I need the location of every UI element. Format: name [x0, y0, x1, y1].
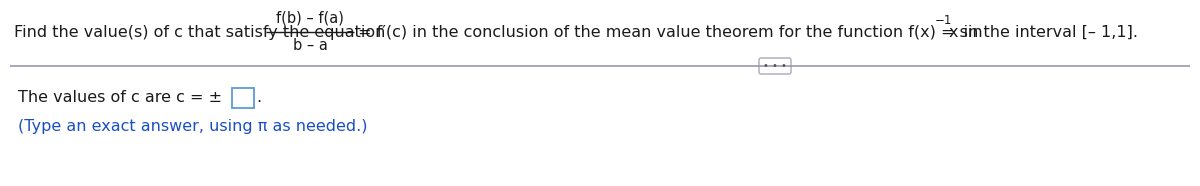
Text: = f′(c) in the conclusion of the mean value theorem for the function f(x) = sin: = f′(c) in the conclusion of the mean va…: [358, 25, 983, 39]
Text: −1: −1: [935, 14, 953, 26]
Text: (Type an exact answer, using π as needed.): (Type an exact answer, using π as needed…: [18, 118, 367, 134]
FancyBboxPatch shape: [232, 88, 254, 108]
Text: x in the interval [– 1,1].: x in the interval [– 1,1].: [949, 25, 1138, 39]
FancyBboxPatch shape: [760, 58, 791, 74]
Text: b – a: b – a: [293, 39, 328, 54]
Text: • • •: • • •: [763, 61, 787, 71]
Text: f(b) – f(a): f(b) – f(a): [276, 10, 344, 25]
Text: Find the value(s) of c that satisfy the equation: Find the value(s) of c that satisfy the …: [14, 25, 385, 39]
Text: The values of c are c = ±: The values of c are c = ±: [18, 91, 222, 105]
Text: .: .: [256, 91, 262, 105]
